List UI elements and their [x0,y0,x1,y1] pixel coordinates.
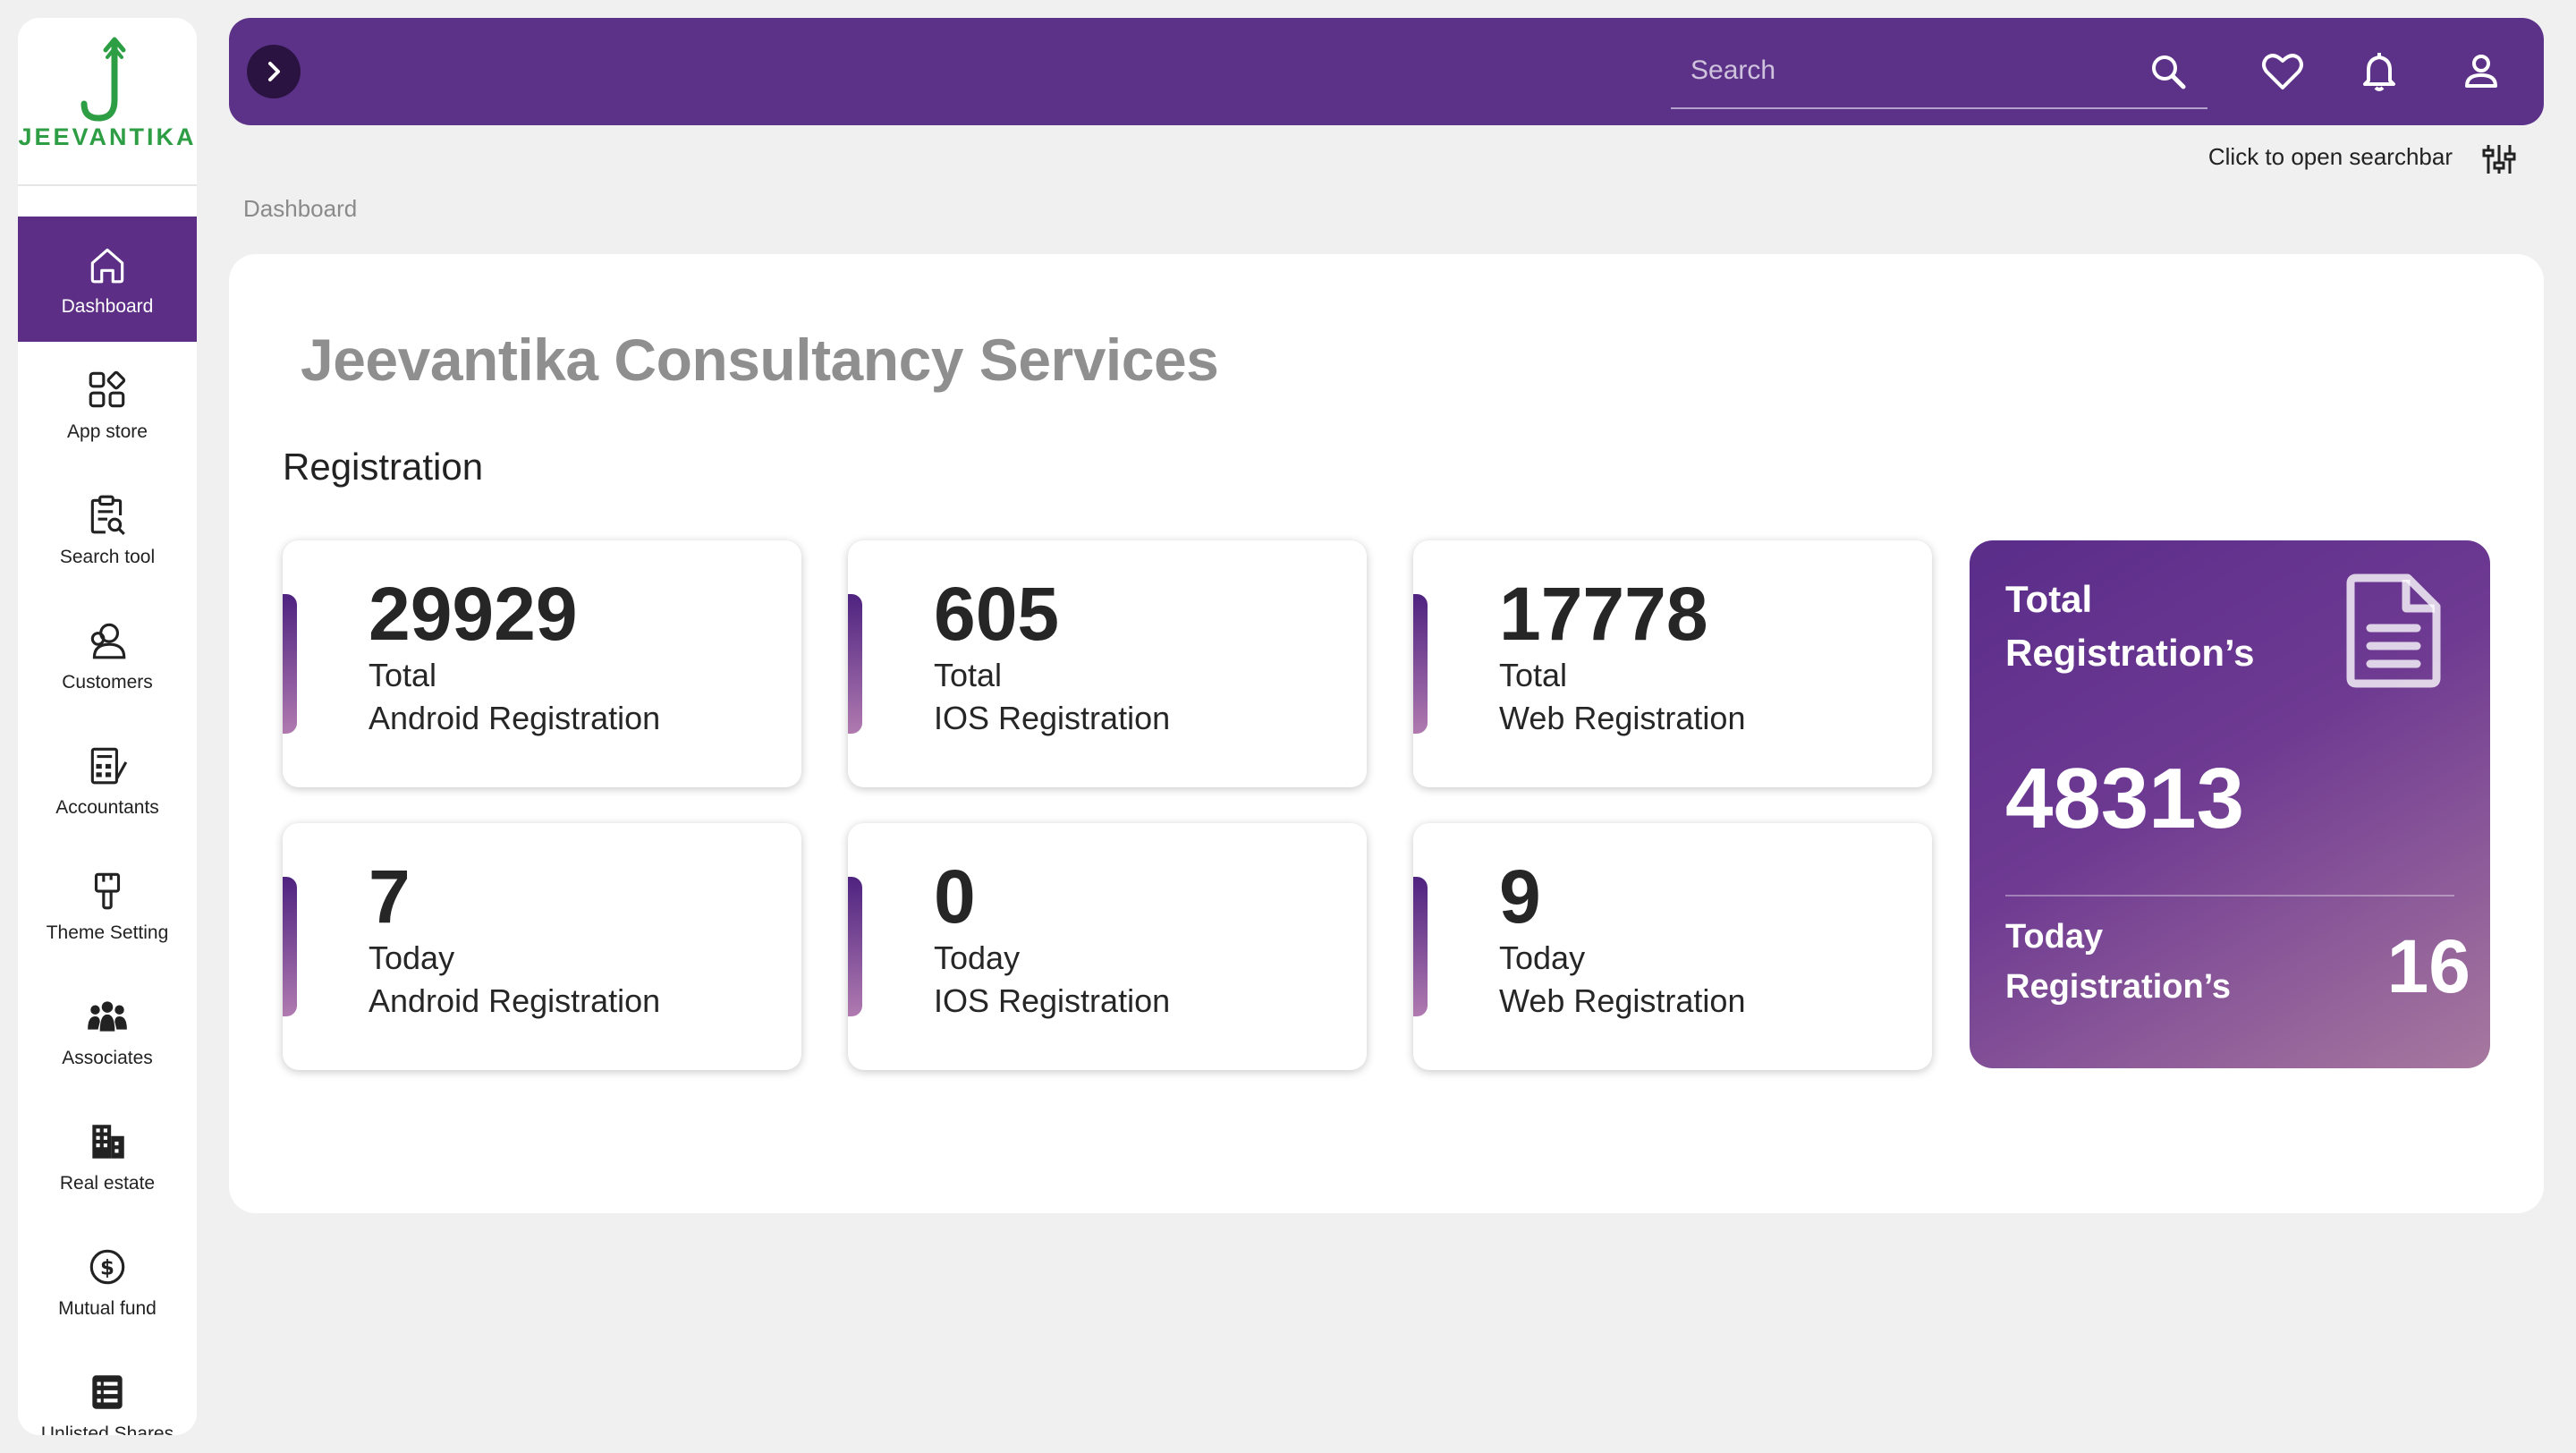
paint-brush-icon [83,867,131,915]
sidebar-item-label: Mutual fund [58,1298,157,1319]
sidebar-item-app-store[interactable]: App store [18,342,197,467]
stat-label-period: Today [369,939,455,976]
stat-label-type: IOS Registration [934,982,1171,1019]
dollar-circle-icon: $ [83,1243,131,1291]
sidebar-item-dashboard[interactable]: Dashboard [18,217,197,342]
home-icon [83,241,131,289]
stat-card-total-android[interactable]: 29929 Total Android Registration [283,540,801,787]
main-panel: Jeevantika Consultancy Services Registra… [229,254,2544,1213]
searchbar-hint: Click to open searchbar [2207,143,2453,170]
sidebar-item-unlisted-shares[interactable]: Unlisted Shares [18,1344,197,1435]
brand-logo[interactable]: JEEVANTIKA [18,18,197,186]
search-icon[interactable] [2148,52,2188,91]
sidebar-item-mutual-fund[interactable]: $ Mutual fund [18,1219,197,1344]
sidebar-item-real-estate[interactable]: Real estate [18,1093,197,1219]
stat-label-type: Android Registration [369,700,661,736]
stat-label-type: Android Registration [369,982,661,1019]
customers-icon [83,616,131,665]
today-label-line1: Today [2005,918,2104,956]
sidebar-item-label: Real estate [59,1173,156,1194]
stat-value: 29929 [369,572,578,656]
bell-icon[interactable] [2356,48,2402,95]
stat-label-period: Today [1499,939,1586,976]
document-icon [2346,574,2441,688]
sidebar-item-theme-setting[interactable]: Theme Setting [18,843,197,968]
card-accent [1413,877,1428,1016]
list-icon [83,1368,131,1416]
stat-card-total-web[interactable]: 17778 Total Web Registration [1413,540,1932,787]
sidebar-toggle-button[interactable] [247,45,301,98]
heart-icon[interactable] [2259,48,2306,95]
group-icon [83,992,131,1041]
sidebar-item-label: Dashboard [61,296,154,317]
clipboard-search-icon [83,491,131,540]
sidebar-item-label: App store [67,421,148,442]
sidebar-item-label: Theme Setting [46,922,169,943]
sidebar: JEEVANTIKA Dashboard App store Search to… [18,18,197,1435]
card-accent [1413,594,1428,734]
sidebar-item-associates[interactable]: Associates [18,968,197,1093]
card-accent [848,877,862,1016]
stat-label-period: Today [934,939,1021,976]
page-title: Jeevantika Consultancy Services [301,327,1219,393]
stat-label-type: Web Registration [1499,700,1746,736]
svg-text:$: $ [100,1256,114,1279]
today-registrations-value: 16 [2386,924,2470,1008]
sliders-icon[interactable] [2481,141,2517,177]
stat-label-type: IOS Registration [934,700,1171,736]
stat-value: 605 [934,572,1060,656]
sidebar-item-label: Associates [62,1048,153,1068]
stat-card-total-ios[interactable]: 605 Total IOS Registration [848,540,1367,787]
sidebar-item-accountants[interactable]: Accountants [18,718,197,843]
stat-label-type: Web Registration [1499,982,1746,1019]
total-registrations-value: 48313 [2005,751,2244,846]
stat-card-today-ios[interactable]: 0 Today IOS Registration [848,823,1367,1070]
sidebar-item-customers[interactable]: Customers [18,592,197,718]
chevron-right-icon [268,62,280,81]
breadcrumb[interactable]: Dashboard [243,195,358,222]
stat-value: 9 [1499,854,1541,939]
search-input[interactable] [1689,50,2122,91]
today-label-line2: Registration’s [2005,968,2231,1006]
sidebar-item-label: Accountants [55,797,159,818]
stat-value: 0 [934,854,976,939]
user-icon[interactable] [2458,48,2504,95]
stat-card-today-android[interactable]: 7 Today Android Registration [283,823,801,1070]
section-title: Registration [283,446,484,488]
stat-label-period: Total [934,657,1003,693]
stat-card-today-web[interactable]: 9 Today Web Registration [1413,823,1932,1070]
stat-value: 7 [369,854,411,939]
sidebar-item-search-tool[interactable]: Search tool [18,467,197,592]
top-bar [229,18,2544,125]
search-bar [1671,38,2207,109]
building-icon [83,1117,131,1166]
stat-label-period: Total [369,657,437,693]
sidebar-item-label: Search tool [59,547,156,567]
brand-name: JEEVANTIKA [18,123,197,150]
card-accent [283,594,297,734]
sidebar-item-label: Unlisted Shares [40,1423,174,1435]
stat-label-period: Total [1499,657,1568,693]
calculator-icon [83,742,131,790]
card-accent [848,594,862,734]
total-registrations-card[interactable]: Total Registration’s 48313 Today Registr… [1970,540,2490,1068]
logo-mark-icon [80,37,126,122]
divider [2005,895,2454,896]
apps-grid-icon [83,366,131,414]
card-accent [283,877,297,1016]
total-label-line2: Registration’s [2005,632,2255,674]
total-label-line1: Total [2005,578,2093,620]
stat-value: 17778 [1499,572,1708,656]
sidebar-item-label: Customers [62,672,153,693]
